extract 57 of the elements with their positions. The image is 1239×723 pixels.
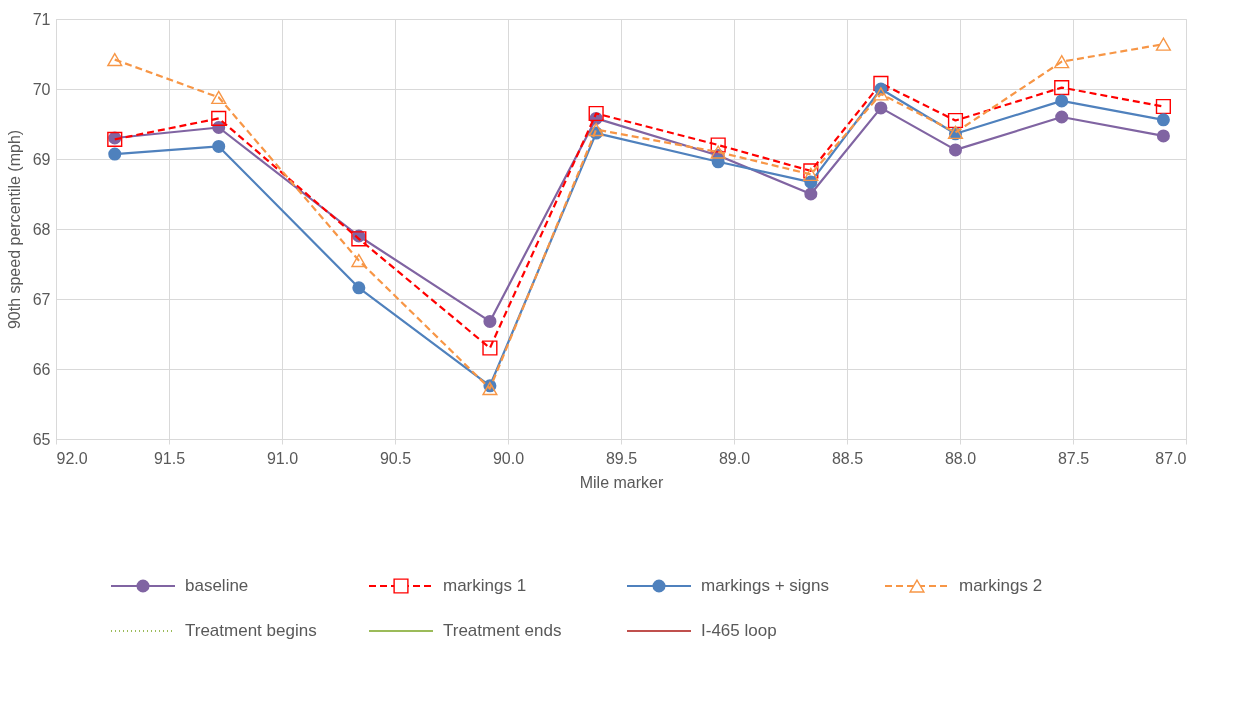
x-tick-label: 92.0 (56, 449, 88, 467)
x-tick-label: 89.5 (605, 449, 638, 467)
point (1054, 80, 1070, 96)
legend-label: markings + signs (701, 576, 830, 595)
point (212, 139, 226, 153)
point (1155, 37, 1171, 51)
x-tick-label: 87.5 (1057, 449, 1090, 467)
y-axis-title: 90th speed percentile (mph) (5, 129, 23, 330)
legend-label: markings 2 (959, 576, 1043, 595)
legend-label: Treatment begins (185, 621, 317, 640)
point (1055, 94, 1069, 108)
point (108, 147, 122, 161)
point (352, 281, 366, 295)
y-tick-label: 71 (32, 10, 51, 28)
y-tick-label: 68 (32, 220, 51, 238)
point (803, 163, 819, 179)
point (588, 105, 604, 122)
legend-label: baseline (185, 576, 249, 595)
x-tick-label: 91.5 (153, 449, 186, 467)
y-tick-label: 67 (32, 290, 51, 308)
point (804, 187, 818, 201)
point (1155, 98, 1171, 115)
x-axis-title: Mile marker (579, 473, 664, 491)
point (947, 112, 964, 129)
x-tick-label: 89.0 (718, 449, 751, 467)
point (482, 340, 498, 356)
point (351, 231, 367, 247)
x-tick-label: 90.5 (379, 449, 412, 467)
x-tick-label: 87.0 (1155, 449, 1187, 467)
x-tick-label: 88.0 (944, 449, 977, 467)
point (1156, 113, 1170, 127)
point (211, 90, 227, 105)
point (803, 167, 819, 182)
y-tick-label: 69 (32, 150, 51, 168)
point (107, 52, 123, 67)
point (588, 122, 604, 137)
y-tick-label: 70 (32, 80, 51, 98)
x-tick-label: 91.0 (266, 449, 299, 467)
point (873, 87, 889, 101)
point (1054, 55, 1070, 69)
y-tick-label: 66 (32, 360, 51, 378)
point (710, 145, 726, 159)
x-tick-label: 88.5 (831, 449, 864, 467)
point (351, 253, 367, 268)
point (211, 110, 227, 126)
point (948, 143, 962, 157)
x-tick-label: 90.0 (492, 449, 525, 467)
point (873, 75, 889, 91)
point (710, 137, 726, 153)
legend-label: I-465 loop (701, 621, 777, 640)
legend-label: markings 1 (443, 576, 527, 595)
point (1156, 129, 1170, 143)
point (1055, 110, 1069, 124)
point (874, 101, 888, 115)
y-tick-label: 65 (32, 430, 51, 448)
point (483, 314, 497, 328)
legend-label: Treatment ends (443, 621, 562, 640)
